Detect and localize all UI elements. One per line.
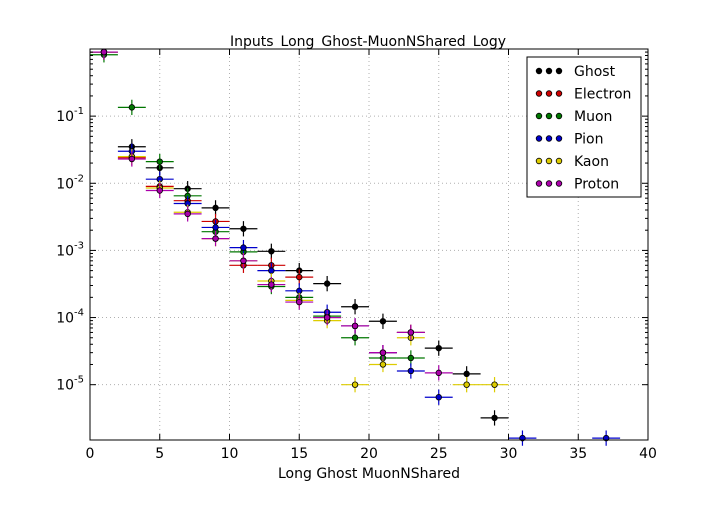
data-point (491, 381, 498, 388)
chart-title: Inputs_Long_Ghost-MuonNShared_Logy (230, 34, 506, 50)
legend-marker (555, 90, 563, 97)
legend-marker (535, 112, 543, 120)
x-tick-label: 10 (221, 446, 239, 462)
legend-label-ghost: Ghost (574, 64, 616, 80)
series-kaon (90, 48, 509, 393)
data-point (379, 318, 387, 325)
data-point (156, 158, 163, 165)
data-point (351, 322, 359, 330)
data-point (491, 414, 498, 422)
x-tick-label: 5 (155, 446, 164, 462)
data-point (296, 273, 303, 281)
data-point (435, 394, 442, 401)
legend-marker (545, 90, 553, 97)
data-point (128, 155, 136, 163)
legend-marker (555, 157, 563, 165)
legend: Ghost Electron Muon Pion Kaon Proton (526, 56, 642, 198)
data-point (323, 314, 331, 321)
series-proton (90, 48, 453, 381)
x-tick-label: 30 (500, 446, 518, 462)
data-point (463, 381, 470, 388)
legend-marker (555, 67, 563, 75)
data-point (407, 329, 415, 336)
legend-box (526, 56, 642, 198)
x-tick-label: 40 (639, 446, 657, 462)
legend-label-proton: Proton (574, 177, 619, 193)
legend-label-electron: Electron (574, 87, 631, 103)
legend-label-pion: Pion (574, 132, 603, 148)
data-point (407, 354, 415, 362)
legend-marker (535, 135, 543, 142)
data-point (296, 298, 303, 306)
data-point (351, 303, 359, 310)
x-tick-label: 20 (360, 446, 378, 462)
data-point (323, 280, 331, 287)
data-point (128, 104, 136, 111)
x-tick-label: 0 (86, 446, 95, 462)
legend-marker (535, 157, 543, 165)
data-point (212, 224, 219, 231)
x-tick-label: 35 (569, 446, 587, 462)
legend-marker (555, 135, 563, 142)
legend-label-kaon: Kaon (574, 154, 609, 170)
legend-marker (545, 135, 553, 142)
data-point (240, 257, 247, 265)
data-point (100, 48, 108, 56)
legend-marker (555, 112, 563, 120)
data-point (379, 361, 387, 368)
legend-marker (535, 180, 543, 187)
series-muon (90, 50, 425, 366)
data-marks (90, 48, 621, 446)
data-point (351, 334, 359, 341)
legend-marker (545, 67, 553, 75)
x-tick-label: 15 (290, 446, 308, 462)
y-tick-label: 10-1 (56, 106, 84, 125)
legend-marker (545, 157, 553, 165)
series-electron (90, 48, 425, 361)
data-point (268, 267, 275, 274)
legend-marker (555, 180, 563, 187)
legend-marker (535, 67, 543, 75)
y-tick-label: 10-5 (56, 375, 84, 394)
data-point (435, 344, 442, 352)
axes: 0 5 10 15 20 25 30 35 40 10-5 10-4 10-3 10-2 10-1 (56, 49, 657, 462)
data-point (268, 248, 275, 255)
data-point (156, 187, 163, 194)
data-point (184, 210, 191, 218)
y-tick-label: 10-4 (56, 308, 84, 327)
x-axis-label: Long Ghost MuonNShared (278, 466, 460, 482)
legend-marker (545, 180, 553, 187)
y-tick-label: 10-2 (56, 173, 84, 192)
legend-label-muon: Muon (574, 109, 612, 125)
legend-marker (535, 90, 543, 97)
data-point (407, 367, 415, 375)
data-point (463, 370, 470, 378)
data-point (379, 349, 387, 356)
y-tick-label: 10-3 (56, 240, 84, 259)
data-point (240, 225, 247, 232)
data-point (212, 235, 219, 242)
data-point (435, 369, 442, 377)
data-point (240, 244, 247, 251)
x-tick-label: 25 (430, 446, 448, 462)
data-point (212, 204, 219, 212)
data-point (268, 281, 275, 288)
legend-marker (545, 112, 553, 120)
data-point (351, 381, 359, 388)
